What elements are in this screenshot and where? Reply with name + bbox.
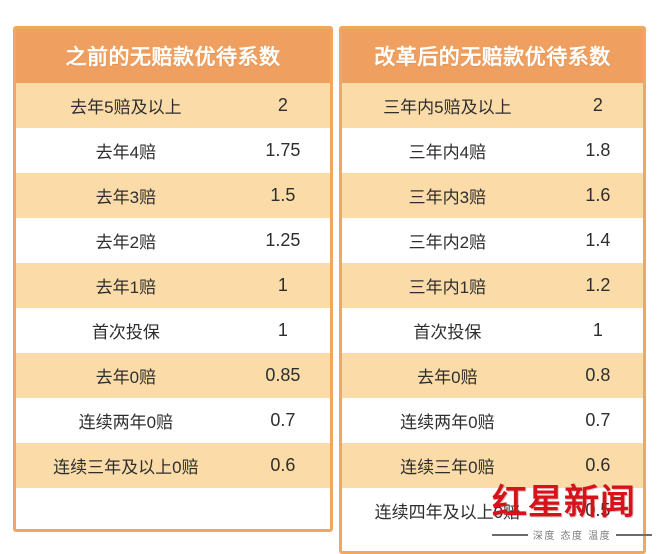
row-value: 2	[277, 95, 288, 115]
row-value: 1.4	[585, 230, 611, 250]
table-row: 连续四年及以上0赔 0.5	[342, 488, 643, 533]
table-header-title: 之前的无赔款优待系数	[65, 46, 281, 69]
row-label: 三年内3赔	[408, 188, 487, 207]
table-after-reform: 改革后的无赔款优待系数 三年内5赔及以上 2 三年内4赔 1.8 三年内3赔 1…	[339, 26, 646, 554]
table-row: 三年内2赔 1.4	[342, 218, 643, 263]
row-label: 三年内2赔	[408, 233, 487, 252]
row-label: 去年2赔	[95, 233, 157, 252]
row-value: 1.6	[585, 185, 611, 205]
row-value: 0.6	[585, 455, 611, 475]
row-value: 1.25	[265, 230, 301, 250]
row-value: 0.7	[585, 410, 611, 430]
table-header-title: 改革后的无赔款优待系数	[374, 46, 611, 69]
row-value: 0.85	[265, 365, 301, 385]
row-label: 去年3赔	[95, 188, 157, 207]
table-row: 三年内1赔 1.2	[342, 263, 643, 308]
table-row: 去年1赔 1	[16, 263, 330, 308]
row-label: 三年内1赔	[408, 278, 487, 297]
row-value: 1.8	[585, 140, 611, 160]
row-value: 1	[592, 320, 603, 340]
row-label: 三年内5赔及以上	[383, 98, 512, 117]
row-label: 首次投保	[91, 323, 160, 342]
table-row: 去年0赔 0.85	[16, 353, 330, 398]
table-row: 三年内4赔 1.8	[342, 128, 643, 173]
table-row: 首次投保 1	[342, 308, 643, 353]
table-row: 首次投保 1	[16, 308, 330, 353]
table-header-before-reform: 之前的无赔款优待系数	[16, 29, 330, 83]
row-label: 去年0赔	[95, 368, 157, 387]
row-label: 连续三年及以上0赔	[53, 458, 199, 477]
row-label: 去年0赔	[417, 368, 478, 387]
row-label: 去年5赔及以上	[70, 98, 182, 117]
table-row: 去年5赔及以上 2	[16, 83, 330, 128]
table-header-after-reform: 改革后的无赔款优待系数	[342, 29, 643, 83]
row-label: 去年1赔	[95, 278, 157, 297]
table-row-empty	[16, 488, 330, 529]
row-value: 0.5	[585, 500, 611, 520]
table-row: 三年内3赔 1.6	[342, 173, 643, 218]
row-label: 连续三年0赔	[400, 458, 495, 477]
table-body-after-reform: 三年内5赔及以上 2 三年内4赔 1.8 三年内3赔 1.6 三年内2赔 1.4…	[342, 83, 643, 533]
row-label: 连续两年0赔	[400, 413, 495, 432]
row-value: 1.5	[270, 185, 296, 205]
table-row: 三年内5赔及以上 2	[342, 83, 643, 128]
row-value: 0.7	[270, 410, 296, 430]
row-value: 1	[277, 320, 288, 340]
row-value: 0.8	[585, 365, 611, 385]
table-row: 去年2赔 1.25	[16, 218, 330, 263]
table-body-before-reform: 去年5赔及以上 2 去年4赔 1.75 去年3赔 1.5 去年2赔 1.25 去…	[16, 83, 330, 529]
row-label: 去年4赔	[95, 143, 157, 162]
table-row: 连续两年0赔 0.7	[342, 398, 643, 443]
table-row: 连续三年0赔 0.6	[342, 443, 643, 488]
row-label: 连续两年0赔	[78, 413, 174, 432]
table-row: 连续两年0赔 0.7	[16, 398, 330, 443]
table-row: 连续三年及以上0赔 0.6	[16, 443, 330, 488]
row-value: 1.2	[585, 275, 611, 295]
row-value: 2	[592, 95, 603, 115]
row-value: 1	[277, 275, 288, 295]
table-row: 去年4赔 1.75	[16, 128, 330, 173]
row-label: 连续四年及以上0赔	[374, 503, 521, 522]
row-value: 1.75	[265, 140, 301, 160]
table-before-reform: 之前的无赔款优待系数 去年5赔及以上 2 去年4赔 1.75 去年3赔 1.5 …	[13, 26, 333, 532]
table-row: 去年3赔 1.5	[16, 173, 330, 218]
row-value: 0.6	[270, 455, 296, 475]
table-row: 去年0赔 0.8	[342, 353, 643, 398]
row-label: 首次投保	[413, 323, 482, 342]
row-label: 三年内4赔	[408, 143, 487, 162]
